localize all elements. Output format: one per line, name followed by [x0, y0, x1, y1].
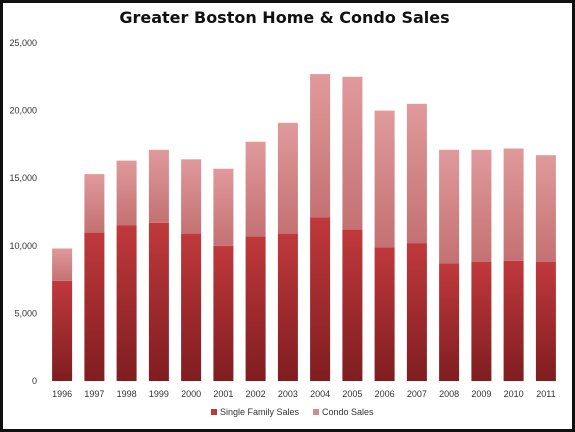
legend-label-single-family: Single Family Sales [220, 407, 300, 417]
bar-single-family-2011 [535, 262, 556, 381]
bar-condo-2011 [535, 155, 556, 262]
bar-condo-1997 [84, 174, 105, 233]
bars-group [52, 74, 556, 381]
y-tick-label: 10,000 [9, 241, 37, 251]
bar-single-family-2002 [245, 236, 266, 381]
bar-condo-2010 [503, 148, 524, 261]
y-tick-label: 15,000 [9, 173, 37, 183]
bar-condo-2006 [374, 110, 395, 248]
bar-single-family-2007 [406, 243, 427, 381]
y-tick-label: 5,000 [14, 308, 37, 318]
bar-condo-1999 [148, 149, 169, 223]
y-tick-label: 20,000 [9, 106, 37, 116]
x-tick-label: 2003 [278, 389, 298, 399]
x-tick-label: 2008 [439, 389, 459, 399]
bar-condo-2003 [277, 122, 298, 234]
x-tick-label: 2009 [471, 389, 491, 399]
bar-condo-2002 [245, 141, 266, 237]
y-tick-label: 0 [32, 376, 37, 386]
legend-swatch-condo [313, 409, 319, 415]
bar-single-family-1997 [84, 232, 105, 381]
x-tick-label: 1999 [149, 389, 169, 399]
x-tick-label: 1997 [84, 389, 104, 399]
legend: Single Family Sales Condo Sales [211, 407, 374, 417]
bar-single-family-2008 [439, 263, 460, 381]
x-tick-label: 2004 [310, 389, 330, 399]
bar-single-family-2000 [181, 233, 202, 381]
bar-condo-2005 [342, 76, 363, 230]
bar-single-family-1996 [52, 281, 73, 381]
x-tick-label: 2011 [536, 389, 555, 399]
x-tick-label: 2010 [504, 389, 524, 399]
bar-single-family-1998 [116, 225, 137, 381]
bar-condo-1996 [52, 248, 73, 281]
x-tick-label: 1998 [117, 389, 137, 399]
x-tick-label: 2000 [181, 389, 201, 399]
x-tick-label: 1996 [52, 389, 72, 399]
x-axis: 1996 1997 1998 1999 2000 2001 2002 2003 2004 2005… [52, 389, 555, 399]
bar-condo-2007 [406, 103, 427, 244]
x-tick-label: 2001 [213, 389, 233, 399]
legend-label-condo: Condo Sales [322, 407, 374, 417]
x-tick-label: 2005 [342, 389, 362, 399]
bar-condo-2000 [181, 159, 202, 234]
chart-title: Greater Boston Home & Condo Sales [119, 8, 450, 27]
y-tick-label: 25,000 [9, 38, 37, 48]
x-tick-label: 2002 [246, 389, 266, 399]
y-axis: 0 5,000 10,000 15,000 20,000 25,000 [9, 38, 37, 386]
x-tick-label: 2006 [375, 389, 395, 399]
bar-condo-2004 [310, 74, 331, 218]
bar-single-family-2003 [277, 233, 298, 381]
bar-condo-2009 [471, 149, 492, 262]
legend-swatch-single-family [211, 409, 217, 415]
bar-single-family-2004 [310, 217, 331, 381]
bar-single-family-2009 [471, 262, 492, 381]
bar-single-family-2010 [503, 260, 524, 381]
bar-single-family-2001 [213, 245, 234, 381]
bar-condo-2008 [439, 149, 460, 264]
bar-condo-2001 [213, 168, 234, 246]
bar-single-family-2006 [374, 247, 395, 381]
bar-condo-1998 [116, 160, 137, 226]
bar-single-family-2005 [342, 229, 363, 381]
bar-single-family-1999 [148, 222, 169, 381]
x-tick-label: 2007 [407, 389, 427, 399]
